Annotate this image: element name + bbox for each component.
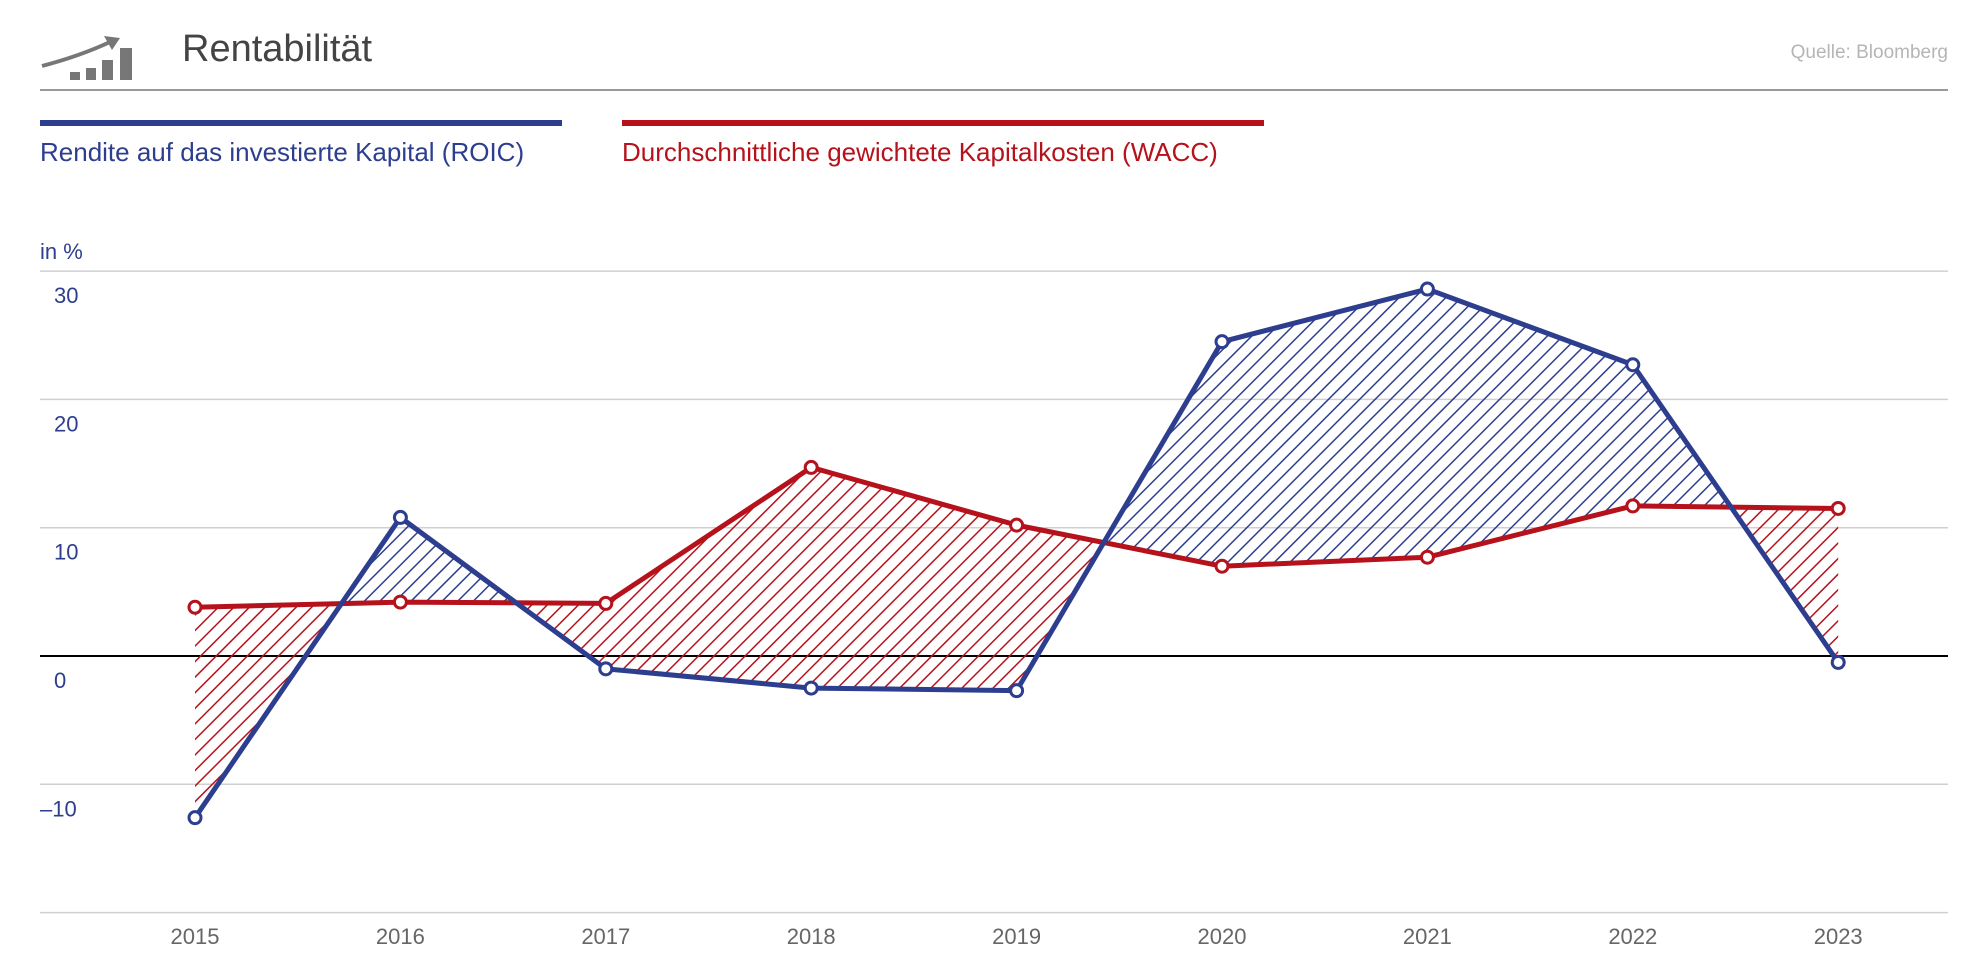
wacc-point [803,459,819,475]
roic-point [1214,334,1230,350]
y-tick-label: 10 [54,540,78,565]
wacc-above-roic-fill [195,467,1839,818]
roic-point [1419,281,1435,297]
wacc-point [187,599,203,615]
x-tick-label: 2015 [171,924,220,949]
legend-swatch-roic [40,120,562,126]
x-tick-label: 2021 [1403,924,1452,949]
roic-point [598,661,614,677]
page-title: Rentabilität [182,28,373,70]
wacc-point [598,595,614,611]
x-tick-label: 2016 [376,924,425,949]
x-tick-label: 2017 [581,924,630,949]
y-tick-label: 30 [54,283,78,308]
y-axis-label: in % [40,239,83,264]
wacc-point [1830,500,1846,516]
x-tick-label: 2023 [1814,924,1863,949]
x-tick-label: 2020 [1198,924,1247,949]
roic-point [1625,357,1641,373]
header-divider [40,89,1948,91]
y-tick-label: 20 [54,411,78,436]
x-tick-label: 2019 [992,924,1041,949]
wacc-point [1009,517,1025,533]
roic-point [1009,683,1025,699]
roic-point [187,810,203,826]
source-note: Quelle: Bloomberg [1790,42,1948,63]
legend-label-wacc: Durchschnittliche gewichtete Kapitalkost… [622,137,1218,167]
legend-label-roic: Rendite auf das investierte Kapital (ROI… [40,137,525,167]
wacc-point [392,594,408,610]
y-tick-label: 0 [54,668,66,693]
x-tick-label: 2022 [1608,924,1657,949]
legend-swatch-wacc [622,120,1264,126]
y-tick-label: –10 [40,796,77,821]
growth-chart-icon [41,36,132,80]
wacc-point [1419,549,1435,565]
roic-point [1830,654,1846,670]
roic-point [803,680,819,696]
wacc-point [1625,498,1641,514]
wacc-point [1214,558,1230,574]
x-tick-label: 2018 [787,924,836,949]
roic-point [392,509,408,525]
